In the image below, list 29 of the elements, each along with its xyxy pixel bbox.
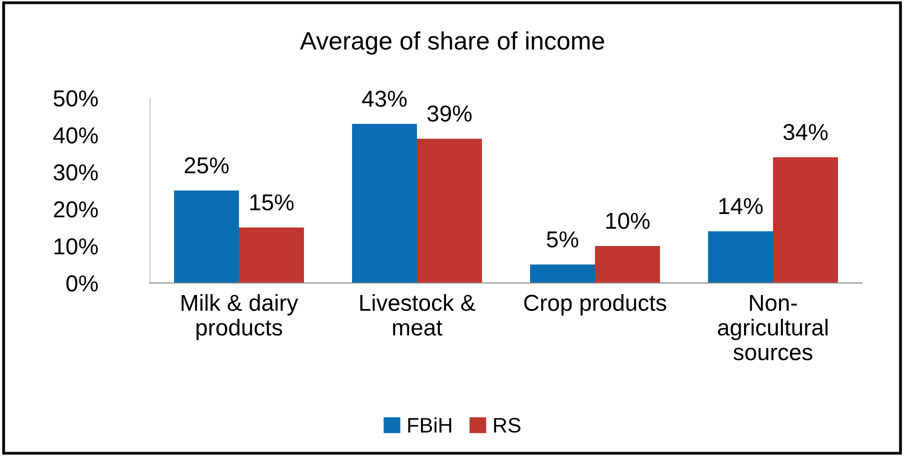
data-label: 5% (546, 231, 578, 248)
y-tick-label: 40% (53, 127, 98, 144)
bar (174, 190, 239, 283)
bar (595, 246, 660, 283)
y-tick-label: 20% (54, 201, 98, 218)
bar (773, 157, 838, 283)
bar (530, 264, 595, 283)
chart-title: Average of share of income (300, 31, 604, 55)
y-tick-label: 0% (66, 275, 98, 292)
bar (352, 124, 417, 283)
x-tick-label: Livestock & meat (360, 294, 476, 336)
data-label: 10% (606, 212, 650, 229)
bar (239, 228, 304, 283)
x-tick-label: Non- agricultural sources (718, 294, 828, 360)
legend-label: RS (494, 418, 520, 433)
data-label: 39% (427, 105, 472, 122)
data-label: 15% (250, 194, 294, 210)
data-label: 14% (719, 198, 763, 214)
data-label: 43% (362, 90, 407, 107)
data-label: 25% (184, 157, 229, 174)
x-tick-label: Crop products (524, 294, 666, 316)
y-tick-label: 30% (54, 164, 98, 181)
bar (708, 231, 773, 283)
y-tick-label: 50% (54, 90, 98, 107)
legend-label: FBiH (408, 417, 452, 432)
bar (417, 138, 482, 283)
y-tick-label: 10% (54, 238, 98, 255)
data-label: 34% (783, 124, 828, 140)
x-tick-label: Milk & dairy products (182, 294, 298, 340)
